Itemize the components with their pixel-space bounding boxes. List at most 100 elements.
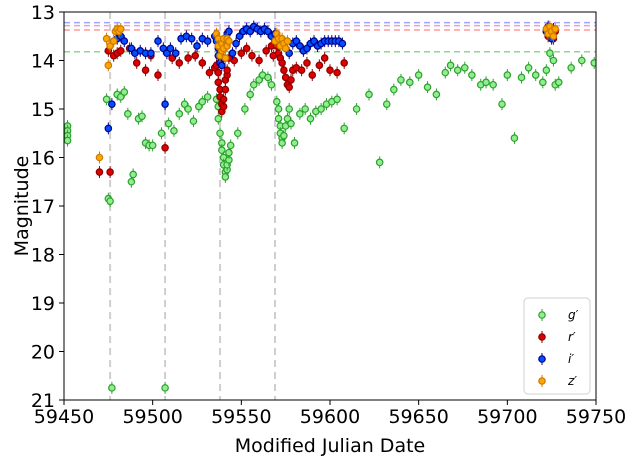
y-tick-label: 13 (31, 2, 55, 24)
y-tick-label: 14 (31, 51, 55, 73)
data-point (283, 37, 292, 45)
series-0 (64, 47, 596, 394)
data-point (95, 168, 104, 176)
data-point (287, 119, 295, 128)
data-point (108, 100, 116, 108)
data-point (232, 39, 240, 48)
data-point (141, 66, 150, 75)
data-point (290, 139, 299, 147)
data-point (498, 100, 506, 108)
data-point (262, 46, 270, 55)
data-point (157, 129, 166, 138)
data-point (171, 49, 180, 58)
data-point (95, 153, 104, 162)
data-point (147, 49, 155, 58)
data-point (397, 76, 405, 84)
data-point (198, 97, 207, 106)
data-point (285, 105, 294, 113)
data-point (482, 78, 490, 87)
data-point (517, 73, 526, 82)
data-point (221, 85, 230, 94)
legend: g′ r′ i′ z′ (523, 297, 591, 395)
axes: 59450 59500 59550 59600 59650 59700 59750 13 14 1… (11, 2, 626, 457)
data-point (108, 384, 116, 392)
data-point (184, 105, 192, 113)
data-point (468, 71, 476, 79)
data-point (198, 59, 207, 67)
data-point (340, 59, 348, 67)
data-point (531, 71, 540, 79)
data-point (382, 100, 391, 108)
data-point (161, 144, 169, 152)
legend-label: z′ (567, 374, 577, 388)
y-tick-label: 20 (31, 342, 55, 364)
data-point (116, 25, 125, 33)
data-point (124, 110, 132, 118)
data-point (166, 44, 175, 53)
data-point (102, 34, 111, 43)
data-point (297, 66, 306, 75)
data-point (590, 59, 596, 67)
legend-marker (538, 355, 546, 363)
data-point (333, 68, 341, 77)
legend-label: g′ (568, 308, 579, 322)
data-point (191, 51, 200, 60)
data-point (317, 105, 325, 113)
y-axis-label: Magnitude (11, 156, 33, 257)
data-point (246, 90, 255, 99)
data-point (175, 59, 184, 67)
data-point (214, 114, 223, 123)
data-point (405, 78, 414, 87)
data-point (301, 105, 309, 113)
data-point (102, 95, 111, 104)
data-point (567, 63, 575, 72)
data-point (120, 88, 129, 96)
data-point (554, 78, 563, 87)
data-point (326, 66, 334, 75)
data-point (352, 105, 361, 113)
data-point (255, 56, 263, 65)
data-point (64, 136, 72, 145)
data-point (189, 117, 198, 125)
data-point (221, 54, 230, 62)
data-point (242, 44, 251, 53)
y-tick-label: 21 (31, 390, 55, 412)
data-point (446, 61, 455, 70)
legend-marker (538, 311, 546, 319)
data-point (132, 59, 141, 67)
x-tick-label: 59750 (566, 406, 626, 428)
data-point (120, 37, 129, 45)
data-point (315, 61, 324, 70)
data-point (129, 170, 137, 179)
data-point (219, 95, 228, 104)
data-point (264, 73, 272, 82)
data-point (223, 66, 231, 75)
data-point (248, 51, 256, 60)
data-point (187, 34, 196, 43)
data-point (333, 95, 341, 104)
data-point (308, 71, 317, 79)
series-2 (104, 20, 558, 135)
legend-marker (538, 377, 546, 385)
data-point (441, 68, 450, 77)
data-point (216, 129, 224, 138)
data-point (161, 384, 169, 392)
data-point (148, 141, 157, 150)
data-point (175, 110, 184, 118)
data-point (237, 49, 246, 58)
data-point (241, 105, 249, 113)
data-point (306, 114, 315, 123)
data-point (453, 66, 462, 75)
data-point (414, 71, 423, 79)
data-point (274, 105, 283, 113)
data-point (214, 68, 223, 77)
data-point (203, 93, 212, 101)
y-tick-label: 18 (31, 245, 55, 267)
data-point (489, 80, 497, 89)
data-point (138, 112, 146, 121)
data-point (375, 158, 384, 167)
x-tick-label: 59600 (300, 406, 360, 428)
legend-marker (538, 333, 546, 341)
data-point (320, 54, 329, 62)
data-point (104, 61, 113, 70)
